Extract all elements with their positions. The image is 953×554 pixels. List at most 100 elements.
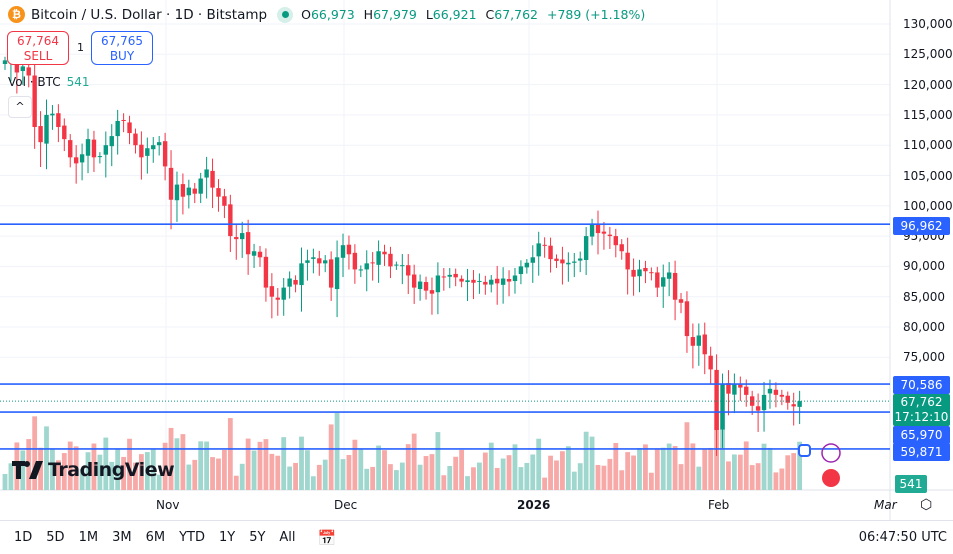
buy-button[interactable]: 67,765 BUY bbox=[91, 31, 153, 65]
volume-bar bbox=[453, 456, 459, 490]
volume-bar bbox=[275, 455, 281, 490]
candle bbox=[145, 148, 150, 156]
quantity[interactable]: 1 bbox=[77, 41, 84, 54]
volume-bar bbox=[607, 458, 613, 490]
candle bbox=[91, 139, 97, 158]
volume-bar bbox=[257, 441, 263, 490]
volume-bar bbox=[269, 453, 275, 490]
candle bbox=[429, 290, 435, 294]
volume-bar bbox=[233, 475, 239, 490]
candle bbox=[690, 337, 696, 346]
candle bbox=[655, 272, 660, 288]
candle bbox=[773, 389, 779, 395]
candle bbox=[583, 236, 589, 260]
candle bbox=[26, 67, 31, 76]
candle bbox=[506, 279, 512, 282]
volume-bar bbox=[263, 439, 269, 490]
price-chart[interactable] bbox=[0, 0, 953, 520]
volume-bar bbox=[672, 446, 678, 490]
candle bbox=[97, 156, 103, 158]
range-3m[interactable]: 3M bbox=[112, 530, 132, 545]
volume-bar bbox=[435, 432, 441, 490]
volume-bar bbox=[423, 456, 429, 490]
range-5y[interactable]: 5Y bbox=[249, 530, 266, 545]
candle bbox=[661, 277, 666, 287]
volume-bar bbox=[773, 472, 779, 490]
volume-bar bbox=[696, 466, 702, 490]
calendar-icon[interactable]: 📅 bbox=[317, 528, 337, 547]
candle bbox=[453, 273, 458, 278]
candle bbox=[566, 262, 571, 265]
candle bbox=[649, 272, 654, 274]
candle bbox=[726, 383, 731, 394]
clock[interactable]: 06:47:50 UTC bbox=[858, 530, 947, 545]
volume-bar bbox=[589, 436, 595, 490]
candle bbox=[720, 384, 725, 430]
volume-bar bbox=[346, 454, 352, 490]
candle bbox=[785, 395, 790, 403]
candle bbox=[678, 299, 684, 303]
candle bbox=[68, 140, 73, 158]
range-all[interactable]: All bbox=[279, 530, 296, 545]
candle bbox=[151, 145, 156, 150]
price-tick: 80,000 bbox=[903, 320, 945, 334]
candle bbox=[578, 258, 583, 261]
range-1d[interactable]: 1D bbox=[14, 530, 33, 545]
volume-bar bbox=[168, 427, 174, 490]
candle bbox=[477, 280, 482, 282]
candle bbox=[174, 184, 180, 201]
volume-bar bbox=[399, 462, 405, 490]
candle bbox=[121, 119, 126, 121]
range-5d[interactable]: 5D bbox=[46, 530, 65, 545]
range-6m[interactable]: 6M bbox=[145, 530, 166, 545]
range-1m[interactable]: 1M bbox=[78, 530, 99, 545]
volume-bar bbox=[536, 438, 542, 490]
volume-bar bbox=[305, 450, 310, 490]
volume-bar bbox=[115, 448, 121, 490]
volume-bar bbox=[388, 464, 393, 490]
volume-bar bbox=[352, 439, 358, 490]
candle bbox=[317, 258, 322, 264]
volume-bar bbox=[542, 477, 548, 490]
volume-bar bbox=[293, 462, 298, 490]
candle bbox=[494, 278, 500, 284]
candle bbox=[702, 334, 707, 355]
volume-bar bbox=[678, 464, 684, 490]
volume-bar bbox=[91, 443, 97, 490]
candle bbox=[625, 252, 630, 270]
volume-bar bbox=[144, 452, 150, 490]
settings-icon[interactable]: ⬡ bbox=[920, 497, 933, 513]
price-tick: 100,000 bbox=[903, 198, 953, 213]
volume-bar bbox=[506, 455, 512, 490]
price-tick: 75,000 bbox=[903, 350, 945, 365]
volume-bar bbox=[50, 448, 55, 490]
volume-bar bbox=[797, 441, 803, 490]
volume-bar bbox=[791, 453, 797, 490]
volume-bar bbox=[571, 471, 577, 490]
volume-bar bbox=[619, 470, 625, 490]
volume-bar bbox=[299, 436, 304, 490]
candle bbox=[311, 257, 316, 259]
volume-bar bbox=[577, 463, 583, 490]
volume-bar bbox=[613, 443, 619, 490]
candle bbox=[162, 141, 168, 167]
range-1y[interactable]: 1Y bbox=[218, 530, 236, 545]
symbol-header: ₿ Bitcoin / U.S. Dollar · 1D · Bitstamp … bbox=[8, 6, 650, 23]
current-price-label: 67,762 17:12:10 bbox=[893, 394, 950, 426]
candle bbox=[548, 245, 553, 260]
volume-bar bbox=[548, 455, 553, 490]
collapse-button[interactable]: ^ bbox=[8, 96, 32, 118]
sell-button[interactable]: 67,764 SELL bbox=[7, 31, 69, 65]
tradingview-logo[interactable]: TradingView bbox=[12, 459, 175, 481]
candle bbox=[406, 265, 411, 276]
candle bbox=[192, 188, 197, 194]
candle bbox=[779, 394, 785, 397]
volume-bar bbox=[565, 446, 571, 490]
candle bbox=[216, 188, 221, 197]
range-ytd[interactable]: YTD bbox=[179, 530, 205, 545]
candle bbox=[483, 281, 488, 285]
price-tick: 105,000 bbox=[903, 168, 953, 183]
symbol-title[interactable]: Bitcoin / U.S. Dollar · 1D · Bitstamp bbox=[31, 6, 268, 23]
volume-bar bbox=[785, 455, 791, 490]
volume-bar bbox=[625, 452, 631, 490]
